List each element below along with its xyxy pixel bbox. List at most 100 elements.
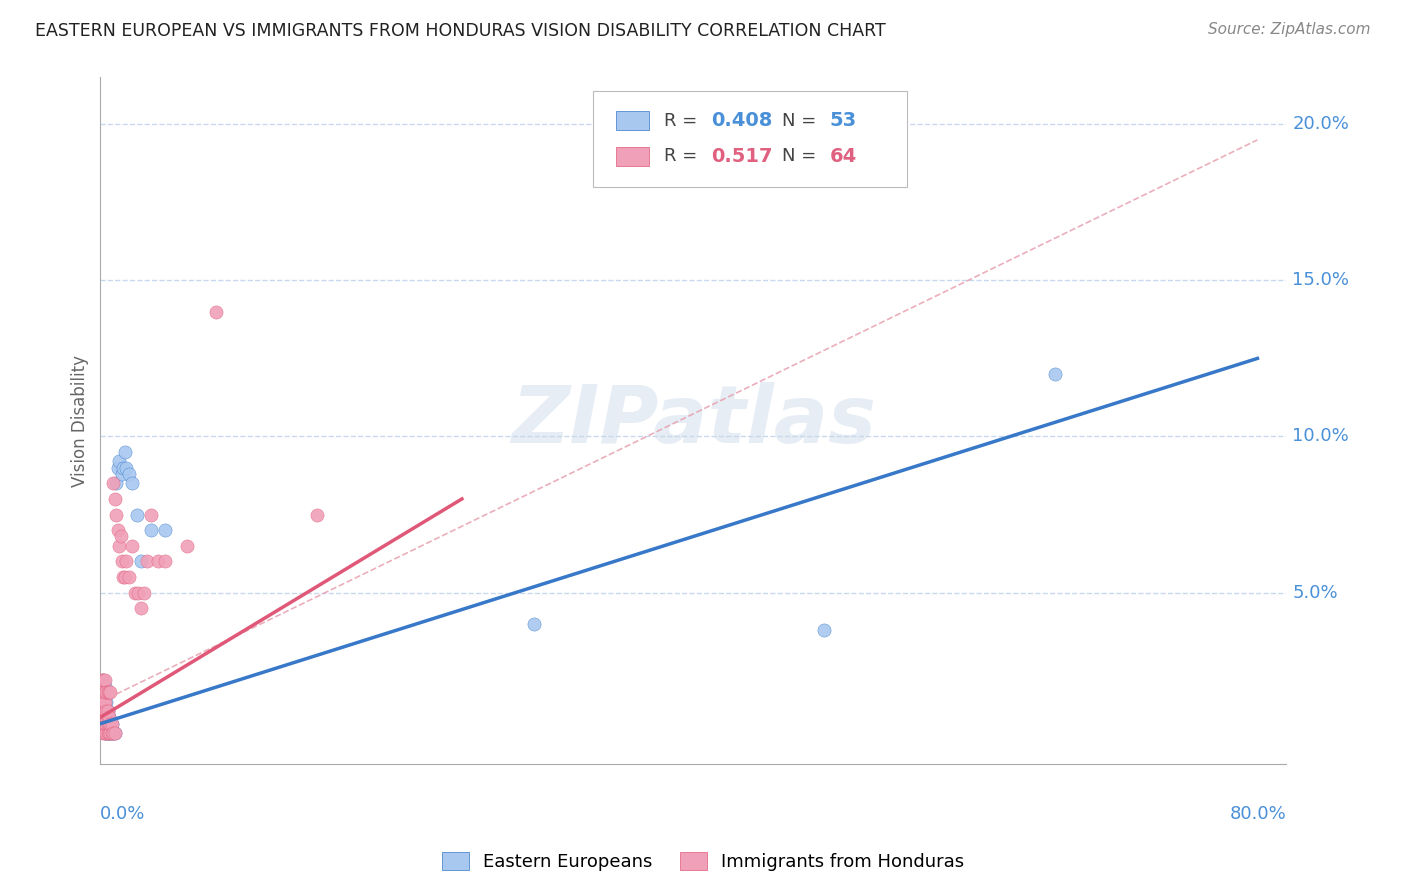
Point [94,710,117,724]
Point [1043,367,1066,381]
Point [129,554,152,568]
Text: R =: R = [664,147,709,165]
Point [118,570,141,584]
Point [98,726,121,740]
Point [94,704,117,718]
Point [100,726,122,740]
Text: ZIPatlas: ZIPatlas [510,382,876,460]
Point [129,601,152,615]
Point [91,710,114,724]
Point [111,467,134,481]
Point [97,726,120,740]
Point [118,467,141,481]
Point [94,726,117,740]
Point [93,673,115,687]
Point [307,508,329,522]
Point [110,529,132,543]
Point [97,716,120,731]
Text: N =: N = [782,147,823,165]
Point [104,726,127,740]
Text: 5.0%: 5.0% [1292,583,1339,601]
Text: 0.408: 0.408 [711,112,772,130]
Point [105,476,128,491]
Point [101,726,124,740]
Text: 0.517: 0.517 [711,147,773,166]
Point [98,716,121,731]
Point [125,508,148,522]
Point [93,726,115,740]
Point [93,685,115,699]
Point [148,554,170,568]
FancyBboxPatch shape [616,147,650,166]
Point [91,685,114,699]
Point [97,704,120,718]
Point [90,685,112,699]
Point [91,673,114,687]
Point [94,695,117,709]
Point [90,710,112,724]
Point [100,716,122,731]
Point [93,726,115,740]
Point [91,704,114,718]
Point [105,508,128,522]
Point [121,539,143,553]
Text: 64: 64 [830,147,858,166]
Point [135,554,157,568]
Point [93,716,115,731]
Point [93,695,115,709]
Point [93,704,115,718]
Point [98,710,121,724]
Point [90,685,112,699]
Point [94,716,117,731]
Point [98,726,121,740]
Text: 0.0%: 0.0% [100,805,146,823]
Text: EASTERN EUROPEAN VS IMMIGRANTS FROM HONDURAS VISION DISABILITY CORRELATION CHART: EASTERN EUROPEAN VS IMMIGRANTS FROM HOND… [35,22,886,40]
Point [132,585,155,599]
Point [104,726,127,740]
Point [176,539,198,553]
Point [94,710,117,724]
Point [90,695,112,709]
Point [90,704,112,718]
Point [94,704,117,718]
Text: N =: N = [782,112,823,129]
Point [97,685,120,699]
Point [523,616,546,631]
Point [90,704,112,718]
Point [91,673,114,687]
Point [101,726,124,740]
Point [94,716,117,731]
Point [93,695,115,709]
Text: 15.0%: 15.0% [1292,271,1350,289]
Point [108,454,131,468]
FancyBboxPatch shape [616,112,650,130]
Point [98,685,121,699]
Point [93,679,115,693]
Point [93,704,115,718]
Point [127,585,149,599]
Point [155,523,177,537]
Point [100,726,122,740]
Point [98,710,121,724]
Text: 10.0%: 10.0% [1292,427,1348,445]
Point [813,623,835,637]
Point [103,476,125,491]
Point [107,523,129,537]
Point [90,716,112,731]
Point [114,445,136,459]
Point [91,695,114,709]
Point [205,304,228,318]
Point [93,685,115,699]
Point [94,685,117,699]
Text: 53: 53 [830,112,856,130]
Point [104,491,127,506]
Point [91,726,114,740]
Point [101,716,124,731]
Point [94,726,117,740]
Point [91,695,114,709]
Point [101,716,124,731]
Point [121,476,143,491]
Point [112,460,135,475]
Point [100,716,122,731]
Point [91,710,114,724]
